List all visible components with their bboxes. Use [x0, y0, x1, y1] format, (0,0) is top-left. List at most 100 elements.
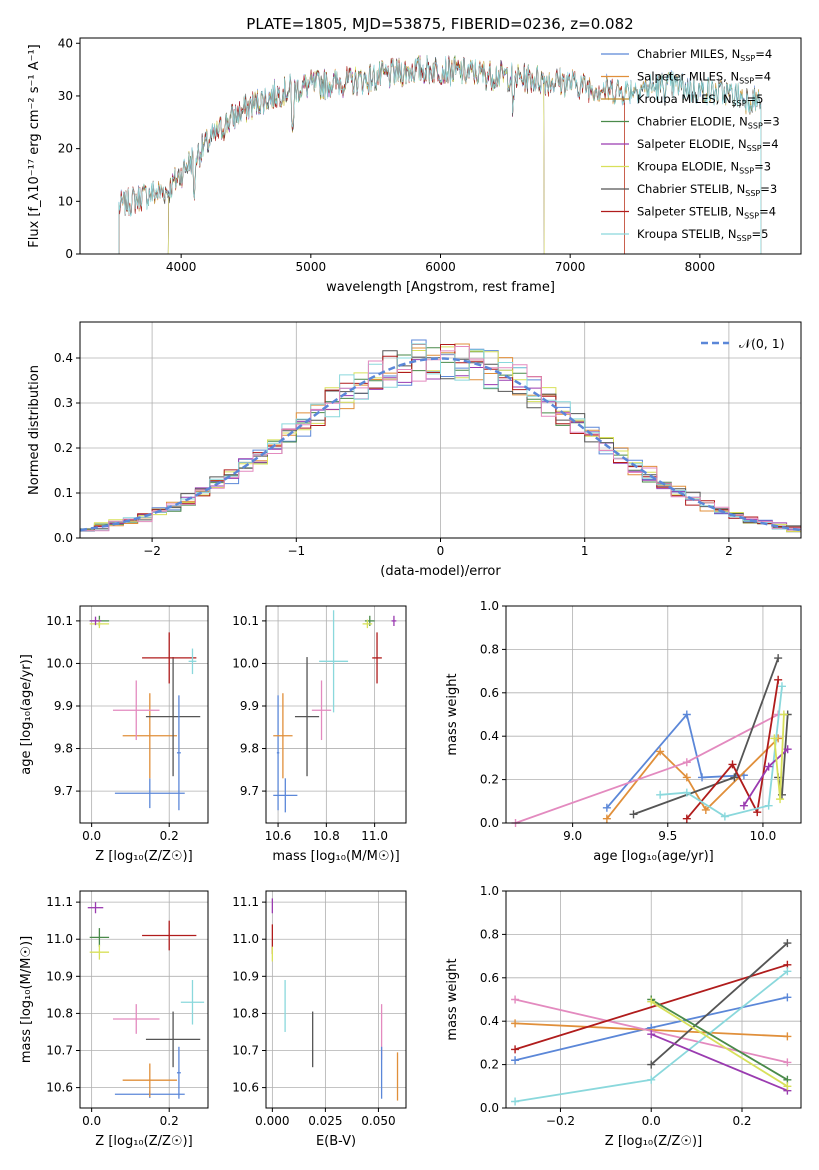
axes-frame: [79, 890, 209, 1109]
y-tick-label: 10.0: [232, 656, 259, 670]
x-tick-label: 0.2: [160, 829, 179, 843]
y-tick-label: 9.7: [240, 784, 259, 798]
figure-title: PLATE=1805, MJD=53875, FIBERID=0236, z=0…: [246, 15, 633, 33]
mass-weight-line: [650, 1033, 788, 1092]
y-tick-label: 9.9: [54, 699, 73, 713]
data-point-marker: [777, 682, 786, 691]
y-tick-label: 9.8: [240, 742, 259, 756]
y-axis-label: mass [log₁₀(M/M☉)]: [19, 936, 34, 1063]
data-point-marker: [682, 773, 691, 782]
y-tick-label: 10.9: [46, 969, 73, 983]
y-tick-label: 0.3: [54, 396, 73, 410]
data-point-marker: [783, 1082, 792, 1091]
legend-label: Chabrier STELIB, NSSP=3: [637, 182, 777, 198]
y-tick-label: 0.4: [480, 1014, 499, 1028]
axes-frame: [265, 890, 407, 1109]
spectrum-series-line: [118, 56, 762, 254]
legend-label: Kroupa MILES, NSSP=5: [637, 92, 763, 108]
data-point-marker: [511, 1019, 520, 1028]
legend-label: Salpeter ELODIE, NSSP=4: [637, 137, 779, 153]
y-tick-label: 11.1: [46, 895, 73, 909]
data-point-marker: [511, 995, 520, 1004]
mass-weight-line: [514, 963, 788, 1051]
y-axis-label: Normed distribution: [27, 365, 42, 495]
legend-label: Salpeter MILES, NSSP=4: [637, 70, 771, 86]
x-tick-label: 9.5: [658, 829, 677, 843]
x-axis-label: E(B-V): [316, 1134, 356, 1149]
x-tick-label: 4000: [166, 260, 197, 274]
y-tick-label: 0.4: [54, 351, 73, 365]
y-axis-label: mass weight: [445, 958, 460, 1040]
y-tick-label: 0.2: [480, 773, 499, 787]
legend-label: Chabrier ELODIE, NSSP=3: [637, 115, 780, 131]
legend-label: Kroupa ELODIE, NSSP=3: [637, 160, 771, 176]
data-point-marker: [682, 710, 691, 719]
y-tick-label: 11.0: [232, 932, 259, 946]
y-axis-label: age [log₁₀(age/yr)]: [19, 654, 34, 775]
legend-label: Kroupa STELIB, NSSP=5: [637, 227, 768, 243]
y-tick-label: 0.2: [54, 441, 73, 455]
x-tick-label: 5000: [296, 260, 327, 274]
x-tick-label: 0.050: [361, 1114, 395, 1128]
x-tick-label: 1: [581, 544, 589, 558]
y-tick-label: 0.0: [54, 531, 73, 545]
x-axis-label: Z [log₁₀(Z/Z☉)]: [95, 1134, 192, 1149]
data-point-marker: [629, 810, 638, 819]
x-tick-label: 2: [725, 544, 733, 558]
y-tick-label: 9.7: [54, 784, 73, 798]
data-point-marker: [783, 1032, 792, 1041]
y-tick-label: 10.6: [46, 1081, 73, 1095]
x-tick-label: 0: [437, 544, 445, 558]
legend-label: Chabrier MILES, NSSP=4: [637, 47, 772, 63]
y-tick-label: 9.9: [240, 699, 259, 713]
y-tick-label: 10.8: [232, 1006, 259, 1020]
data-point-marker: [511, 1056, 520, 1065]
x-tick-label: 8000: [685, 260, 716, 274]
spectrum-panel: 4000 5000 6000 7000 8000 0 10 20 30 40 wavelength …: [27, 36, 802, 295]
mass-weight-line: [686, 679, 780, 820]
y-tick-label: 10.6: [232, 1081, 259, 1095]
x-tick-label: 0.2: [160, 1114, 179, 1128]
x-tick-label: 9.0: [563, 829, 582, 843]
mass-weight-vs-metallicity-panel: −0.2 0.0 0.2 0.0 0.2 0.4 0.6 0.8 1.0 Z [log₁₀(Z/Z…: [445, 884, 802, 1149]
y-tick-label: 0: [65, 247, 73, 261]
y-tick-label: 0.4: [480, 729, 499, 743]
x-tick-label: −2: [143, 544, 161, 558]
x-tick-label: 0.0: [82, 1114, 101, 1128]
y-tick-label: 40: [58, 36, 73, 50]
residual-histogram: [80, 346, 801, 532]
mass-weight-line: [650, 998, 788, 1081]
data-point-marker: [682, 814, 691, 823]
y-tick-label: 20: [58, 142, 73, 156]
data-point-marker: [647, 997, 656, 1006]
x-tick-label: −1: [287, 544, 305, 558]
data-point-marker: [730, 773, 739, 782]
y-tick-label: 9.8: [54, 742, 73, 756]
data-point-marker: [602, 814, 611, 823]
data-point-marker: [770, 734, 779, 743]
data-point-marker: [783, 967, 792, 976]
mass-vs-metallicity-panel: 0.0 0.2 10.6 10.7 10.8 10.9 11.0 11.1 Z [log₁₀(Z…: [19, 890, 209, 1149]
y-tick-label: 0.6: [480, 971, 499, 985]
age-vs-mass-panel: 10.6 10.8 11.0 9.7 9.8 9.9 10.0 10.1 mass [log₁₀…: [232, 605, 407, 864]
x-axis-label: Z [log₁₀(Z/Z☉)]: [95, 849, 192, 864]
x-tick-label: 10.0: [750, 829, 777, 843]
data-point-marker: [774, 675, 783, 684]
x-tick-label: 0.0: [82, 829, 101, 843]
axes-frame: [265, 605, 407, 824]
x-axis-label: mass [log₁₀(M/M☉)]: [272, 849, 399, 864]
x-tick-label: 6000: [425, 260, 456, 274]
data-point-marker: [764, 762, 773, 771]
data-point-marker: [764, 801, 773, 810]
legend-label: Salpeter STELIB, NSSP=4: [637, 205, 776, 221]
y-tick-label: 0.8: [480, 927, 499, 941]
data-point-marker: [720, 812, 729, 821]
x-tick-label: 0.2: [732, 1114, 751, 1128]
age-vs-metallicity-panel: 0.0 0.2 9.7 9.8 9.9 10.0 10.1 Z [log₁₀(Z/Z☉)] ag…: [19, 605, 209, 864]
spectrum-series-line: [118, 54, 762, 254]
x-axis-label: Z [log₁₀(Z/Z☉)]: [605, 1134, 702, 1149]
y-tick-label: 0.1: [54, 486, 73, 500]
x-tick-label: 7000: [555, 260, 586, 274]
mass-weight-vs-age-panel: 9.0 9.5 10.0 0.0 0.2 0.4 0.6 0.8 1.0 age [log₁₀(a…: [445, 599, 802, 864]
